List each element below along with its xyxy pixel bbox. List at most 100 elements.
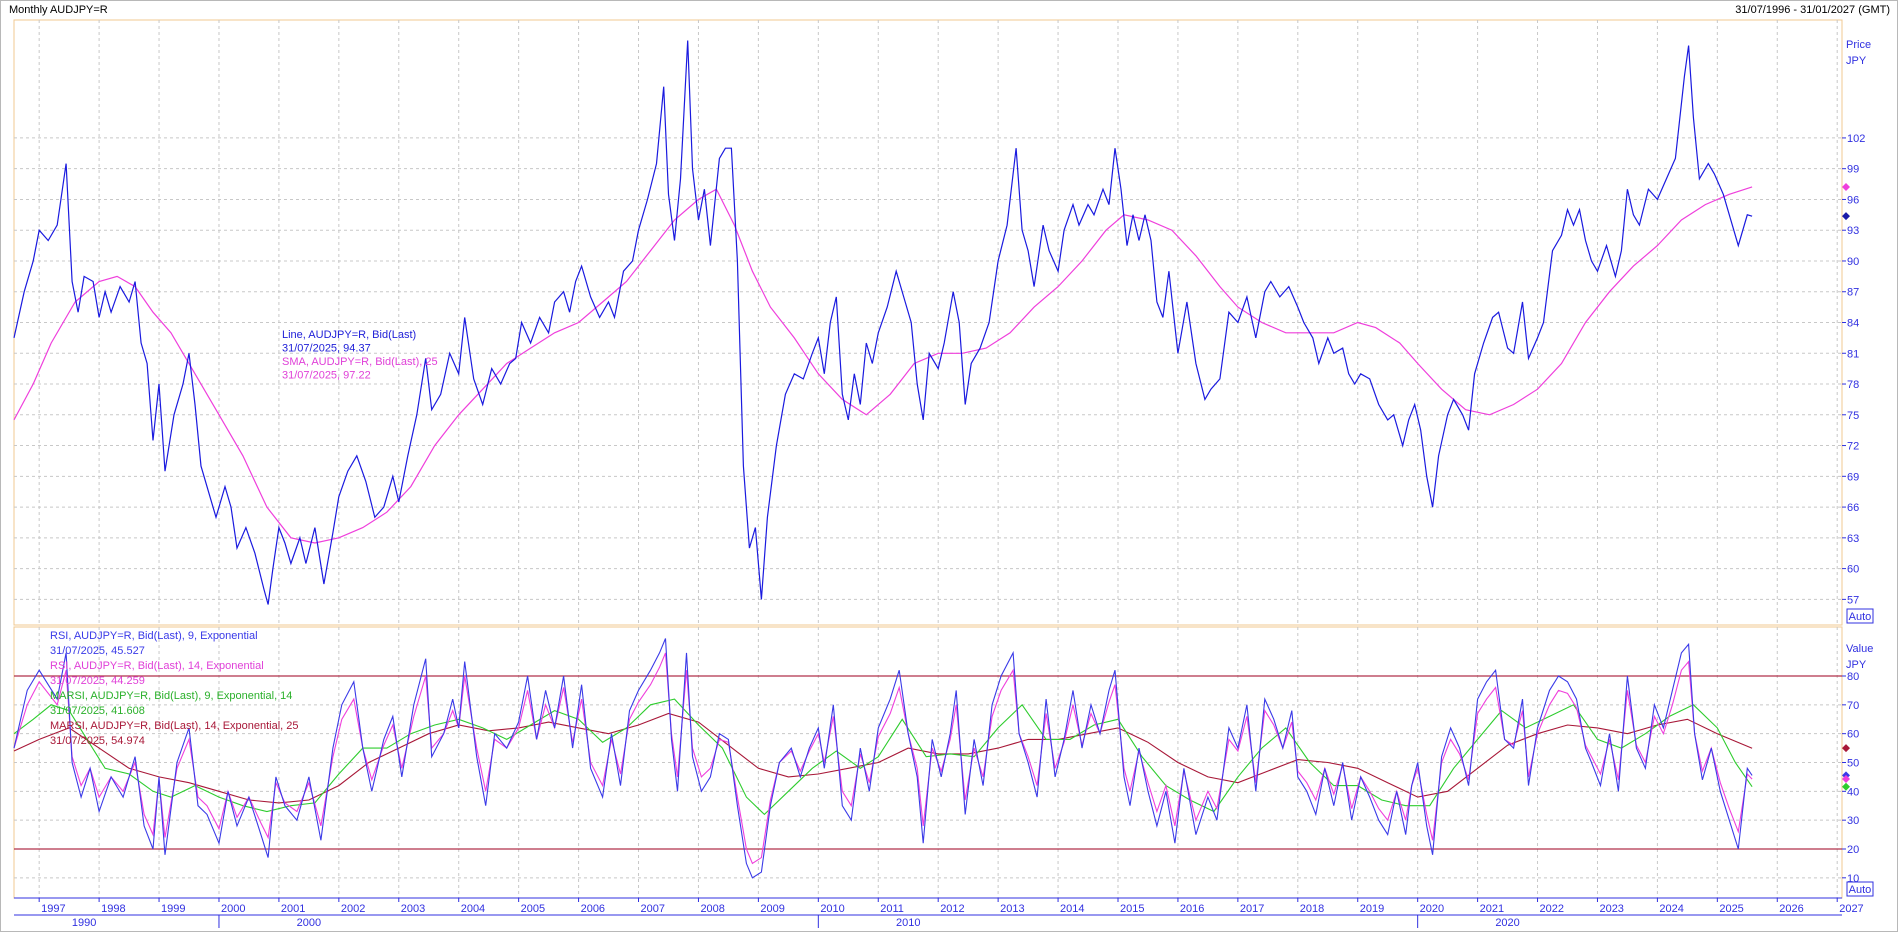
decade-label: 2020 <box>1495 917 1519 929</box>
rsi-legend-entry: MARSI, AUDJPY=R, Bid(Last), 14, Exponent… <box>50 720 299 732</box>
chart-title: Monthly AUDJPY=R <box>9 4 108 16</box>
price-tick-label: 93 <box>1847 225 1859 237</box>
marsi14-series-line <box>13 712 1753 804</box>
price-axis-unit: JPY <box>1846 55 1867 67</box>
rsi-legend: RSI, AUDJPY=R, Bid(Last), 9, Exponential… <box>50 630 299 747</box>
year-tick-label: 2022 <box>1540 903 1564 915</box>
year-tick-label: 2027 <box>1839 903 1863 915</box>
rsi-auto-button[interactable] <box>1846 881 1874 897</box>
price-tick-label: 60 <box>1847 564 1859 576</box>
price-tick-label: 87 <box>1847 287 1859 299</box>
rsi-legend-entry: RSI, AUDJPY=R, Bid(Last), 14, Exponentia… <box>50 660 264 672</box>
price-legend-entry: 31/07/2025, 97.22 <box>282 370 371 382</box>
rsi-tick-label: 80 <box>1847 671 1859 683</box>
price-last-marker <box>1842 212 1850 221</box>
rsi-legend-entry: RSI, AUDJPY=R, Bid(Last), 9, Exponential <box>50 630 258 642</box>
price-tick-label: 63 <box>1847 533 1859 545</box>
price-axis-title: Price <box>1846 39 1871 51</box>
rsi-tick-label: 70 <box>1847 700 1859 712</box>
year-tick-label: 2001 <box>281 903 305 915</box>
rsi-last-markers <box>1842 744 1850 791</box>
decade-label: 2000 <box>297 917 321 929</box>
year-tick-label: 2013 <box>1000 903 1024 915</box>
year-tick-label: 2018 <box>1300 903 1324 915</box>
rsi-legend-entry: 31/07/2025, 45.527 <box>50 645 145 657</box>
year-tick-label: 1998 <box>101 903 125 915</box>
rsi-tick-label: 60 <box>1847 729 1859 741</box>
year-tick-label: 2023 <box>1599 903 1623 915</box>
year-tick-label: 2006 <box>581 903 605 915</box>
rsi-auto-label: Auto <box>1849 884 1872 896</box>
decade-label: 2010 <box>896 917 920 929</box>
price-tick-label: 96 <box>1847 194 1859 206</box>
year-tick-label: 2014 <box>1060 903 1084 915</box>
price-legend-entry: Line, AUDJPY=R, Bid(Last) <box>282 329 416 341</box>
year-tick-label: 2021 <box>1480 903 1504 915</box>
price-tick-label: 57 <box>1847 594 1859 606</box>
year-tick-label: 2026 <box>1779 903 1803 915</box>
rsi-tick-label: 40 <box>1847 786 1859 798</box>
price-auto-button[interactable] <box>1846 608 1874 624</box>
price-legend: Line, AUDJPY=R, Bid(Last) 31/07/2025, 94.… <box>282 329 438 382</box>
rsi9-series-line <box>13 638 1753 879</box>
year-tick-label: 2004 <box>461 903 485 915</box>
marsi9-last-marker <box>1842 782 1850 791</box>
price-auto-label: Auto <box>1849 611 1872 623</box>
price-tick-label: 72 <box>1847 441 1859 453</box>
price-axis: 57 60 63 66 69 72 75 78 81 84 87 90 93 96 99 102 <box>1842 133 1865 606</box>
year-tick-label: 2024 <box>1659 903 1683 915</box>
rsi-axis-unit: JPY <box>1846 659 1867 671</box>
rsi-legend-entry: 31/07/2025, 54.974 <box>50 735 145 747</box>
price-last-markers <box>1842 182 1850 221</box>
sma-last-marker <box>1842 182 1850 191</box>
rsi14-series-line <box>13 652 1753 865</box>
price-tick-label: 90 <box>1847 256 1859 268</box>
year-tick-label: 2019 <box>1360 903 1384 915</box>
price-tick-label: 75 <box>1847 410 1859 422</box>
year-tick-label: 2008 <box>700 903 724 915</box>
price-tick-label: 69 <box>1847 471 1859 483</box>
price-legend-entry: 31/07/2025, 94.37 <box>282 343 371 355</box>
year-tick-label: 2000 <box>221 903 245 915</box>
chart-date-range: 31/07/1996 - 31/01/2027 (GMT) <box>1735 4 1890 16</box>
year-tick-label: 2017 <box>1240 903 1264 915</box>
year-tick-label: 2005 <box>521 903 545 915</box>
price-tick-label: 84 <box>1847 318 1859 330</box>
rsi-tick-label: 50 <box>1847 758 1859 770</box>
price-tick-label: 81 <box>1847 348 1859 360</box>
price-legend-entry: SMA, AUDJPY=R, Bid(Last), 25 <box>282 356 438 368</box>
time-axis: 1997 1998 1999 2000 2001 2002 2003 2004 2005 2006… <box>14 897 1864 929</box>
sma-series-line <box>13 186 1753 544</box>
year-tick-label: 2009 <box>760 903 784 915</box>
rsi-tick-label: 30 <box>1847 815 1859 827</box>
rsi-legend-entry: 31/07/2025, 41.608 <box>50 705 145 717</box>
year-tick-label: 1997 <box>41 903 65 915</box>
year-tick-label: 2003 <box>401 903 425 915</box>
price-tick-label: 99 <box>1847 164 1859 176</box>
price-series-line <box>13 40 1753 605</box>
year-tick-label: 2015 <box>1120 903 1144 915</box>
decade-label: 1990 <box>72 917 96 929</box>
year-tick-label: 2012 <box>940 903 964 915</box>
year-tick-label: 2016 <box>1180 903 1204 915</box>
price-grid <box>14 20 1842 625</box>
year-tick-label: 2020 <box>1420 903 1444 915</box>
year-tick-label: 2007 <box>641 903 665 915</box>
marsi9-series-line <box>13 698 1753 816</box>
year-tick-label: 2002 <box>341 903 365 915</box>
rsi14-last-marker <box>1842 775 1850 784</box>
rsi-band-lines <box>14 675 1842 850</box>
rsi-legend-entry: 31/07/2025, 44.259 <box>50 675 145 687</box>
rsi-tick-label: 20 <box>1847 844 1859 856</box>
rsi-legend-entry: MARSI, AUDJPY=R, Bid(Last), 9, Exponenti… <box>50 690 292 702</box>
rsi-axis-title: Value <box>1846 643 1873 655</box>
price-tick-label: 66 <box>1847 502 1859 514</box>
price-tick-label: 78 <box>1847 379 1859 391</box>
year-tick-label: 2011 <box>880 903 904 915</box>
marsi14-last-marker <box>1842 744 1850 753</box>
year-tick-label: 1999 <box>161 903 185 915</box>
